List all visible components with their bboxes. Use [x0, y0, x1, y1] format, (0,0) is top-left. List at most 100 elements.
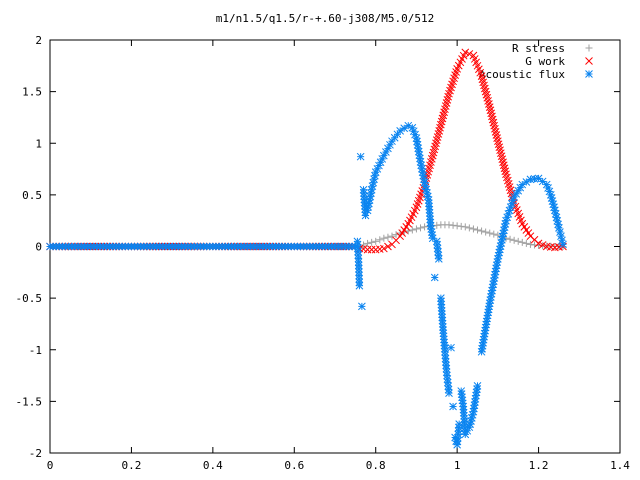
y-tick-label: 1	[35, 137, 42, 150]
data-point	[501, 167, 510, 176]
data-point	[480, 84, 489, 93]
data-point	[461, 430, 470, 439]
data-point	[499, 161, 508, 170]
data-point	[439, 111, 448, 120]
data-point	[518, 180, 527, 189]
x-tick-label: 0.2	[121, 459, 141, 472]
data-point	[441, 105, 449, 114]
data-point	[445, 221, 453, 229]
data-point	[494, 231, 502, 239]
data-point	[481, 87, 490, 96]
series-acoustic-flux	[46, 121, 567, 449]
data-point	[499, 158, 507, 167]
data-point	[443, 371, 451, 380]
data-point	[514, 237, 522, 245]
data-point	[498, 155, 507, 164]
data-point	[447, 343, 455, 352]
data-point	[372, 237, 380, 245]
data-point	[461, 223, 469, 231]
y-tick-label: -1	[29, 344, 42, 357]
data-point	[440, 108, 448, 117]
data-point	[433, 244, 442, 253]
data-point	[585, 44, 593, 52]
data-point	[428, 231, 437, 239]
data-point	[510, 236, 518, 244]
data-point	[530, 175, 539, 183]
legend-label: R stress	[512, 42, 565, 55]
data-point	[486, 229, 494, 237]
data-point	[445, 389, 453, 397]
data-point	[478, 227, 486, 235]
data-point	[444, 92, 453, 101]
data-point	[355, 281, 364, 290]
data-point	[479, 78, 488, 87]
data-point	[483, 93, 492, 102]
data-point	[585, 57, 593, 65]
data-point	[526, 240, 534, 248]
y-tick-label: 0	[35, 241, 42, 254]
data-point	[485, 103, 494, 111]
data-point	[497, 152, 506, 161]
legend-label: G work	[525, 55, 565, 68]
data-point	[534, 239, 543, 248]
x-tick-label: 0.4	[203, 459, 223, 472]
data-point	[358, 302, 366, 311]
y-tick-label: -2	[29, 447, 42, 460]
data-point	[449, 221, 457, 229]
data-point	[376, 236, 384, 244]
data-point	[443, 375, 452, 383]
data-point	[431, 142, 440, 151]
data-point	[417, 224, 424, 232]
data-point	[380, 244, 388, 253]
data-point	[434, 255, 443, 263]
data-point	[428, 151, 437, 160]
data-point	[453, 222, 461, 230]
y-tick-label: 2	[35, 34, 42, 47]
data-point	[495, 143, 504, 152]
y-tick-label: 1.5	[22, 86, 42, 99]
y-tick-label: 0.5	[22, 189, 42, 202]
data-point	[555, 224, 563, 232]
data-point	[363, 245, 372, 254]
data-point	[384, 242, 392, 251]
data-point	[490, 121, 499, 130]
data-point	[432, 139, 440, 148]
data-point	[443, 96, 452, 104]
data-point	[559, 240, 567, 249]
data-point	[449, 402, 457, 411]
data-point	[478, 75, 487, 84]
data-point	[461, 48, 470, 57]
data-point	[494, 140, 503, 149]
data-point	[436, 123, 444, 132]
data-point	[429, 148, 438, 157]
data-point	[487, 109, 496, 118]
data-point	[442, 99, 451, 107]
data-point	[434, 130, 443, 138]
data-point	[412, 225, 420, 233]
data-point	[441, 102, 450, 110]
y-tick-label: -0.5	[16, 292, 43, 305]
data-point	[491, 128, 500, 136]
data-point	[488, 115, 497, 124]
data-point	[486, 106, 495, 115]
data-point	[490, 230, 498, 238]
data-point	[474, 226, 481, 234]
data-point	[494, 137, 502, 146]
data-point	[496, 146, 504, 155]
data-point	[430, 273, 439, 282]
data-point	[484, 97, 492, 105]
data-point	[538, 177, 547, 186]
data-point	[364, 239, 372, 247]
data-point	[482, 90, 491, 99]
data-point	[549, 200, 558, 209]
data-point	[435, 127, 444, 135]
data-point	[465, 224, 473, 232]
data-point	[388, 232, 396, 240]
data-point	[434, 248, 442, 256]
data-point	[382, 148, 390, 156]
data-point	[492, 131, 501, 139]
data-point	[367, 245, 376, 254]
data-point	[496, 149, 505, 158]
